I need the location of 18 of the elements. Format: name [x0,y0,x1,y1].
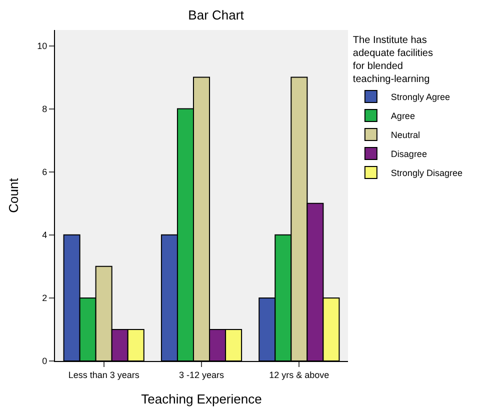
y-tick-label: 0 [42,356,48,366]
y-tick-label: 2 [42,293,48,304]
legend-label: Strongly Disagree [390,168,462,178]
legend-label: Neutral [390,130,420,140]
y-tick-label: 10 [37,40,48,51]
legend-title: The Institute has adequate facilities for blended teaching-learning [352,35,433,85]
legend-label: Disagree [390,149,427,160]
y-axis-title: Count [6,178,22,213]
chart-title: Bar Chart [188,8,244,22]
legend-label: Strongly Agree [390,92,450,102]
y-tick-label: 8 [42,104,48,114]
y-tick-label: 6 [42,167,48,178]
legend-label: Agree [390,111,415,122]
y-tick-label: 4 [42,230,48,240]
x-tick-label: Less than 3 years [68,370,140,380]
x-axis-title: Teaching Experience [141,391,262,406]
x-tick-label: 3 -12 years [178,370,225,380]
x-tick-label: 12 yrs & above [269,370,330,380]
